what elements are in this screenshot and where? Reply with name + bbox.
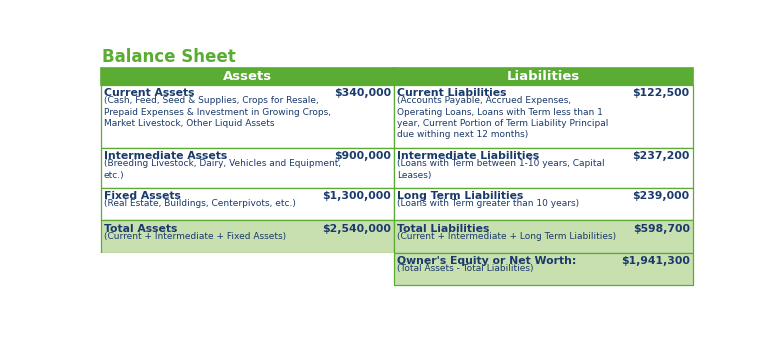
Text: (Current + Intermediate + Long Term Liabilities): (Current + Intermediate + Long Term Liab… xyxy=(398,232,617,241)
Bar xyxy=(394,220,693,253)
Text: Long Term Liabilities: Long Term Liabilities xyxy=(398,191,524,201)
Text: Total Assets: Total Assets xyxy=(104,224,177,234)
Text: (Current + Intermediate + Fixed Assets): (Current + Intermediate + Fixed Assets) xyxy=(104,232,286,241)
Text: Intermediate Assets: Intermediate Assets xyxy=(104,151,227,161)
Text: $1,941,300: $1,941,300 xyxy=(621,256,690,266)
Text: Fixed Assets: Fixed Assets xyxy=(104,191,180,201)
Text: (Accounts Payable, Accrued Expenses,
Operating Loans, Loans with Term less than : (Accounts Payable, Accrued Expenses, Ope… xyxy=(398,96,609,140)
Bar xyxy=(101,85,394,148)
Text: (Cash, Feed, Seed & Supplies, Crops for Resale,
Prepaid Expenses & Investment in: (Cash, Feed, Seed & Supplies, Crops for … xyxy=(104,96,330,128)
Bar xyxy=(101,68,693,85)
Text: (Loans with Term greater than 10 years): (Loans with Term greater than 10 years) xyxy=(398,199,580,208)
Text: (Total Assets - Total Liabilities): (Total Assets - Total Liabilities) xyxy=(398,264,534,273)
Bar xyxy=(101,148,394,188)
Text: Balance Sheet: Balance Sheet xyxy=(102,48,236,66)
Text: Owner's Equity or Net Worth:: Owner's Equity or Net Worth: xyxy=(398,256,577,266)
Text: (Breeding Livestock, Dairy, Vehicles and Equipment,
etc.): (Breeding Livestock, Dairy, Vehicles and… xyxy=(104,159,341,180)
Text: $122,500: $122,500 xyxy=(632,88,690,98)
Text: $237,200: $237,200 xyxy=(632,151,690,161)
Bar xyxy=(101,188,394,220)
Bar xyxy=(394,188,693,220)
Text: Assets: Assets xyxy=(223,70,272,83)
Text: (Loans with Term between 1-10 years, Capital
Leases): (Loans with Term between 1-10 years, Cap… xyxy=(398,159,605,180)
Text: $2,540,000: $2,540,000 xyxy=(323,224,391,234)
Text: Intermediate Liabilities: Intermediate Liabilities xyxy=(398,151,539,161)
Text: $598,700: $598,700 xyxy=(632,224,690,234)
Text: Current Liabilities: Current Liabilities xyxy=(398,88,507,98)
Bar xyxy=(394,148,693,188)
Bar xyxy=(394,253,693,285)
Bar xyxy=(101,253,394,285)
Text: $340,000: $340,000 xyxy=(334,88,391,98)
Text: (Real Estate, Buildings, Centerpivots, etc.): (Real Estate, Buildings, Centerpivots, e… xyxy=(104,199,296,208)
Text: $239,000: $239,000 xyxy=(632,191,690,201)
Text: $900,000: $900,000 xyxy=(334,151,391,161)
Text: Current Assets: Current Assets xyxy=(104,88,194,98)
Text: $1,300,000: $1,300,000 xyxy=(323,191,391,201)
Text: Total Liabilities: Total Liabilities xyxy=(398,224,490,234)
Bar xyxy=(101,220,394,253)
Bar xyxy=(394,85,693,148)
Text: Liabilities: Liabilities xyxy=(507,70,580,83)
